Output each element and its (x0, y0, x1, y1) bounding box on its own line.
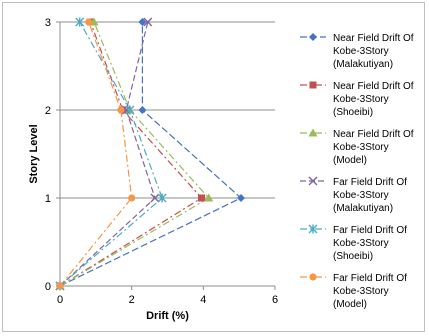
x-tick-label: 2 (129, 294, 135, 306)
legend-label-line: Kobe-3Story (333, 238, 389, 249)
series-1-point-1 (236, 194, 245, 202)
legend-swatch-marker (309, 33, 317, 41)
series-line-6 (59, 21, 133, 287)
legend-label-line: (Shoeibi) (333, 107, 373, 118)
series-4-point-2 (121, 105, 131, 115)
legend-swatch-marker (309, 273, 317, 281)
legend-entry-3: Near Field Drift Of Kobe-3Story (Model) (300, 128, 414, 166)
chart-frame (2, 2, 425, 332)
legend-swatch-marker (308, 176, 318, 186)
y-tick-label: 2 (45, 105, 51, 117)
series-2-point-1 (198, 194, 206, 202)
y-tick-label: 0 (45, 281, 51, 293)
legend-label-line: (Malakutiyan) (333, 59, 393, 70)
series-6-point-1 (128, 194, 136, 202)
x-tick-label: 4 (200, 294, 206, 306)
legend-label-line: Kobe-3Story (333, 94, 389, 105)
series-1-point-2 (138, 106, 147, 114)
legend-entry-5: Far Field Drift Of Kobe-3Story (Shoeibi) (300, 224, 407, 262)
legend-entry-1: Near Field Drift Of Kobe-3Story (Malakutiy… (300, 33, 414, 70)
legend-label-line: Near Field Drift Of (333, 81, 414, 92)
legend-label-line: Kobe-3Story (333, 46, 389, 57)
y-tick-label: 3 (45, 17, 51, 29)
series-5-point-3 (75, 17, 85, 27)
series-4-point-3 (143, 17, 153, 27)
legend-swatch-marker (309, 81, 317, 89)
y-axis-title: Story Level (28, 124, 40, 183)
x-tick-label: 0 (57, 294, 63, 306)
legend-entry-4: Far Field Drift Of Kobe-3Story (Malakutiya… (300, 176, 407, 214)
series-1-point-3 (138, 18, 147, 26)
series-line-3 (59, 21, 210, 287)
legend-entry-6: Far Field Drift Of Kobe-3Story (Model) (300, 273, 407, 310)
grid-lines (60, 21, 275, 199)
x-tick-label: 6 (272, 294, 278, 306)
series-6-point-0 (56, 282, 64, 290)
legend-label-line: Far Field Drift Of (333, 177, 407, 188)
legend-entry-2: Near Field Drift Of Kobe-3Story (Shoeibi) (300, 81, 414, 118)
x-axis-title: Drift (%) (146, 310, 189, 322)
series-line-5 (59, 21, 163, 287)
legend-swatch-marker (308, 224, 318, 234)
legend-label-line: Kobe-3Story (333, 190, 389, 201)
series-markers (55, 17, 245, 291)
y-tick-label: 1 (45, 193, 51, 205)
legend: Near Field Drift Of Kobe-3Story (Malakutiy… (300, 33, 414, 310)
tick-labels: 0 1 2 3 0 2 4 6 (45, 17, 278, 306)
legend-label-line: Near Field Drift Of (333, 129, 414, 140)
series-4-point-1 (150, 193, 160, 203)
series-line-2 (59, 21, 203, 287)
legend-label-line: (Model) (333, 155, 367, 166)
series-line-4 (59, 21, 156, 287)
legend-label-line: Near Field Drift Of (333, 33, 414, 44)
legend-label-line: Kobe-3Story (333, 142, 389, 153)
legend-label-line: (Malakutiyan) (333, 203, 393, 214)
legend-label-line: Kobe-3Story (333, 286, 389, 297)
legend-label-line: (Shoeibi) (333, 251, 373, 262)
legend-label-line: Far Field Drift Of (333, 225, 407, 236)
series-3-point-1 (204, 193, 214, 202)
series-6-point-2 (117, 106, 125, 114)
series-lines (59, 21, 243, 287)
series-5-point-2 (125, 105, 135, 115)
legend-label-line: (Model) (333, 299, 367, 310)
legend-swatch-marker (308, 128, 318, 137)
series-5-point-1 (157, 193, 167, 203)
series-line-1 (59, 22, 243, 287)
legend-label-line: Far Field Drift Of (333, 273, 407, 284)
series-6-point-3 (85, 18, 93, 26)
